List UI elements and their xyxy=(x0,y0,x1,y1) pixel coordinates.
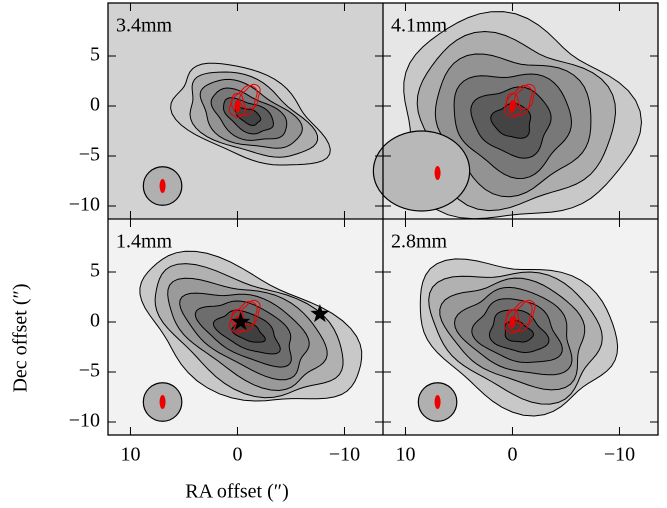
red-contour xyxy=(506,84,533,116)
x-tick-label: −10 xyxy=(329,444,360,466)
x-axis-label: RA offset (″) xyxy=(185,481,289,503)
x-tick-label: 10 xyxy=(120,444,140,466)
panel-title: 1.4mm xyxy=(116,231,173,253)
y-axis-label: Dec offset (″) xyxy=(10,283,32,392)
red-contour xyxy=(231,300,258,332)
beam xyxy=(372,130,471,212)
y-tick-label: 0 xyxy=(90,94,100,116)
red-contour xyxy=(238,299,261,325)
panel-title: 4.1mm xyxy=(391,15,448,37)
maps xyxy=(108,3,658,435)
red-contour xyxy=(231,84,258,116)
red-core xyxy=(509,100,516,112)
x-tick-label: 0 xyxy=(232,444,242,466)
red-beam xyxy=(159,179,166,193)
panel-title: 2.8mm xyxy=(391,231,448,253)
x-tick-label: −10 xyxy=(604,444,635,466)
red-core xyxy=(509,316,516,328)
star xyxy=(310,304,330,323)
red-beam xyxy=(434,395,441,409)
red-core xyxy=(234,100,241,112)
star xyxy=(231,312,251,331)
red-contour xyxy=(513,299,536,325)
red-beam xyxy=(434,166,441,180)
red-contour xyxy=(513,83,536,109)
contour xyxy=(490,102,532,139)
contour xyxy=(234,106,262,127)
red-contour xyxy=(238,83,261,109)
red-contour xyxy=(229,308,246,335)
y-tick-label: 5 xyxy=(90,44,100,66)
red-beam xyxy=(159,395,166,409)
red-contour xyxy=(504,92,521,119)
y-tick-label: −5 xyxy=(79,360,100,382)
y-tick-label: −10 xyxy=(69,410,100,432)
red-contour xyxy=(504,308,521,335)
overlay: 3.4mm 5 0 −5 −10 4.1mm 1.4mm 10 0 −10 5 0 −5 −10 2.8mm… xyxy=(69,3,658,466)
panel-title: 3.4mm xyxy=(116,15,173,37)
y-tick-label: 5 xyxy=(90,260,100,282)
y-tick-label: −5 xyxy=(79,144,100,166)
x-tick-label: 0 xyxy=(507,444,517,466)
x-tick-label: 10 xyxy=(395,444,415,466)
y-tick-label: 0 xyxy=(90,310,100,332)
y-tick-label: −10 xyxy=(69,194,100,216)
red-contour xyxy=(229,92,246,119)
red-contour xyxy=(506,300,533,332)
